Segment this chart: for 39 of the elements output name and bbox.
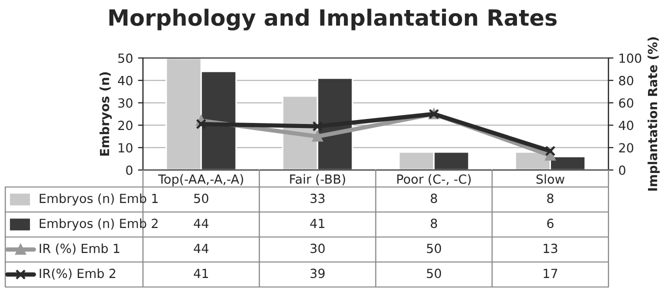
data-label: 44 [194, 244, 208, 253]
legend-label: Embryos (n) Emb 1 [40, 193, 158, 206]
data-label: 30 [310, 244, 325, 254]
y2-tick-label: 80 [619, 76, 634, 86]
y-tick-label: 50 [118, 53, 132, 63]
data-label: 50 [426, 244, 442, 254]
data-label: 17 [544, 268, 558, 278]
x-tick-label: Fair (-BB) [290, 174, 346, 186]
y-tick-label: 10 [118, 143, 132, 153]
legend-label: IR(%) Emb 2 [40, 268, 116, 280]
x-tick-label: Slow [536, 174, 564, 184]
data-label: 39 [310, 268, 325, 278]
y-tick-label: 40 [118, 76, 132, 86]
y2-tick-label: 40 [618, 120, 634, 130]
y2-tick-label: 60 [619, 98, 634, 108]
y2-tick-label: 0 [619, 165, 626, 175]
chart-title: Morphology and Implantation Rates [109, 8, 557, 30]
data-label: 33 [310, 194, 324, 204]
x-tick-label: Poor (C-, -C) [397, 174, 471, 186]
y2-axis-title: Implantation Rate (%) [648, 37, 660, 191]
data-label: 50 [194, 194, 208, 204]
x-tick-label: Top(-AA,-A,-A) [158, 174, 244, 186]
data-label: 8 [430, 194, 438, 204]
data-label: 8 [547, 194, 554, 204]
data-label: 8 [430, 218, 438, 228]
data-label: 50 [426, 268, 442, 278]
data-label: 6 [547, 218, 554, 228]
data-label: 41 [194, 268, 208, 278]
y-tick-label: 30 [118, 98, 132, 108]
y-tick-label: 20 [118, 120, 132, 130]
data-label: 13 [544, 244, 558, 254]
y-tick-label: 0 [126, 165, 132, 175]
y2-tick-label: 20 [619, 143, 634, 153]
legend-label: IR (%) Emb 1 [40, 243, 120, 255]
y-axis-title: Embryos (n) [100, 72, 112, 156]
data-label: 44 [194, 218, 208, 228]
data-label: 41 [310, 218, 324, 228]
legend-label: Embryos (n) Emb 2 [40, 218, 158, 231]
y2-tick-label: 100 [620, 53, 642, 63]
